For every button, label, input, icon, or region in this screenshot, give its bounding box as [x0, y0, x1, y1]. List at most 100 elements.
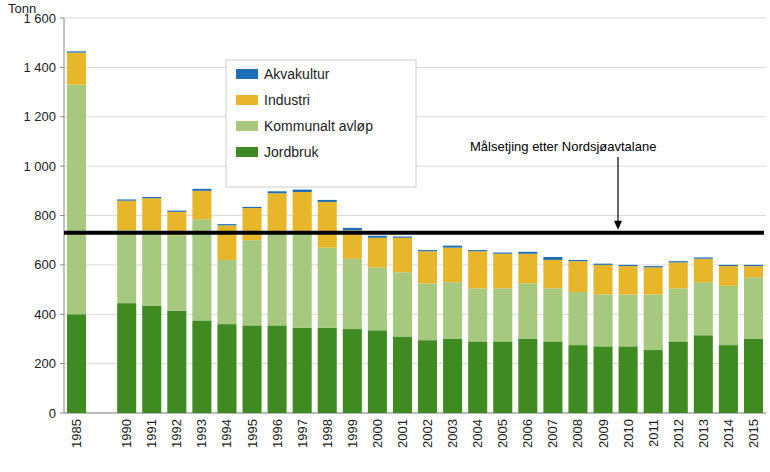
bar: [418, 283, 437, 340]
bar: [243, 207, 262, 208]
bar: [719, 345, 738, 413]
bar: [418, 251, 437, 283]
legend-label: Jordbruk: [264, 144, 319, 160]
bar: [493, 288, 512, 341]
legend: [226, 60, 416, 187]
bar: [117, 230, 136, 303]
bar: [167, 235, 186, 310]
tick: [60, 215, 64, 216]
category-label: 1990: [119, 419, 134, 448]
category-label: 1993: [194, 419, 209, 448]
tick-label: 200: [34, 356, 56, 371]
bar: [518, 252, 537, 254]
category-label: 1994: [219, 419, 234, 448]
category-label: 1998: [320, 419, 335, 448]
bar: [744, 277, 763, 339]
bar: [594, 295, 613, 347]
annotation: Målsetjing etter Nordsjøavtalane: [470, 139, 656, 154]
bar: [67, 85, 86, 315]
category-label: 2003: [445, 419, 460, 448]
tick: [60, 314, 64, 315]
bar: [443, 339, 462, 413]
bar: [418, 250, 437, 251]
bar: [393, 336, 412, 413]
tick: [60, 67, 64, 68]
bar: [468, 250, 487, 251]
bar: [368, 267, 387, 330]
legend-label: Industri: [264, 92, 310, 108]
bar: [468, 341, 487, 413]
bar: [468, 288, 487, 341]
bar: [493, 253, 512, 254]
bar: [669, 341, 688, 413]
tick: [60, 18, 64, 19]
bar: [443, 248, 462, 283]
tick: [60, 116, 64, 117]
target-line: [64, 231, 764, 235]
bar: [67, 51, 86, 52]
legend-label: Kommunalt avløp: [264, 118, 373, 134]
bar: [318, 248, 337, 328]
tick: [60, 166, 64, 167]
annotation-arrowhead: [614, 221, 622, 230]
bar: [243, 208, 262, 240]
bar: [293, 190, 312, 192]
bar: [619, 295, 638, 347]
bar: [343, 329, 362, 413]
category-label: 2004: [470, 419, 485, 448]
bar: [543, 257, 562, 260]
bar: [217, 324, 236, 413]
legend-swatch: [236, 147, 258, 157]
bar: [243, 325, 262, 413]
bar: [368, 330, 387, 413]
bar: [318, 328, 337, 413]
bar: [694, 257, 713, 258]
bar: [443, 282, 462, 339]
bar: [217, 224, 236, 225]
category-label: 1999: [345, 419, 360, 448]
bar: [744, 266, 763, 277]
bar: [217, 225, 236, 260]
category-label: 1991: [144, 419, 159, 448]
bar: [217, 260, 236, 324]
bar: [594, 265, 613, 295]
bar: [167, 211, 186, 212]
bar: [744, 265, 763, 266]
bar: [393, 238, 412, 273]
bar: [493, 341, 512, 413]
bar: [268, 325, 287, 413]
category-label: 2001: [395, 419, 410, 448]
tick-label: 400: [34, 307, 56, 322]
category-label: 2013: [696, 419, 711, 448]
bar: [293, 233, 312, 328]
bar: [293, 192, 312, 233]
category-label: 1985: [69, 419, 84, 448]
bar: [568, 292, 587, 345]
bar: [117, 199, 136, 200]
category-label: 2005: [495, 419, 510, 448]
tick-label: 0: [49, 406, 56, 421]
bar: [594, 264, 613, 265]
bar: [318, 200, 337, 202]
bar: [744, 339, 763, 413]
bar: [142, 197, 161, 198]
y-axis: [64, 18, 65, 413]
bar: [468, 251, 487, 288]
category-label: 2009: [596, 419, 611, 448]
tick: [60, 413, 64, 414]
tick: [60, 264, 64, 265]
tick-label: 1 000: [23, 159, 56, 174]
category-label: 2011: [646, 419, 661, 447]
category-label: 1997: [295, 419, 310, 448]
category-label: 2008: [570, 419, 585, 448]
annotation-arrow: [617, 157, 618, 224]
bar: [192, 191, 211, 219]
bar: [619, 265, 638, 266]
bar: [719, 265, 738, 266]
category-label: 1996: [270, 419, 285, 448]
bar: [142, 198, 161, 230]
bar: [644, 350, 663, 413]
bar: [192, 189, 211, 191]
bar: [393, 272, 412, 336]
category-label: 2002: [420, 419, 435, 448]
